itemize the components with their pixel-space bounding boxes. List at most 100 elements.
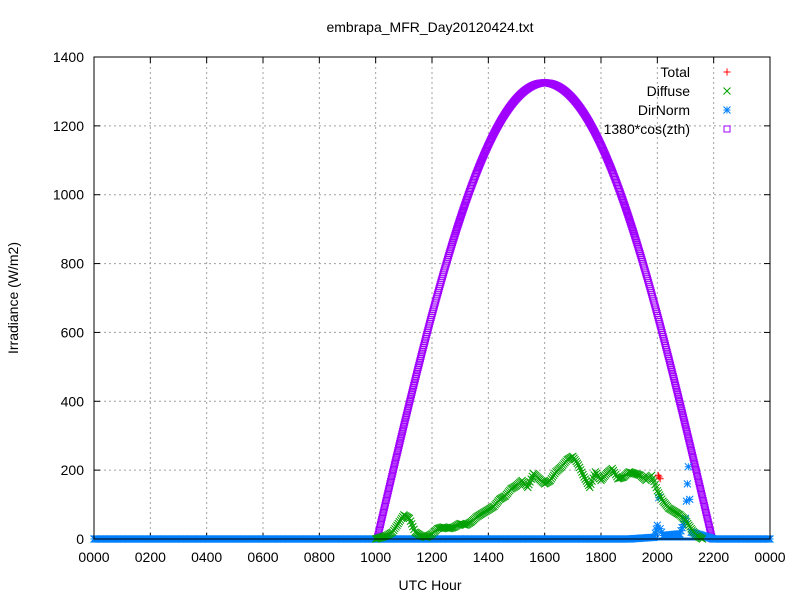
series-cos-zth-point [679,411,687,419]
series-cos-zth-point [667,363,675,371]
series-cos-zth-point [690,456,698,464]
series-diffuse-point [406,517,415,525]
series-cos-zth-point [674,393,682,401]
y-tick-label: 400 [61,393,85,409]
series-cos-zth-point [376,523,384,531]
series-cos-zth-point [413,370,421,378]
series-cos-zth-point [668,368,676,376]
series-cos-zth-point [670,375,678,383]
series-dirnorm-point [683,480,692,488]
series-cos-zth-point [683,430,691,438]
x-tick-label: 0800 [304,549,335,565]
series-cos-zth-point [628,224,636,232]
series-cos-zth-point [419,346,427,354]
x-tick-label: 0400 [191,549,222,565]
series-cos-zth-point [405,400,413,408]
series-diffuse-point [405,514,414,523]
series-cos-zth-point [662,341,670,349]
series-cos-zth-point [682,423,690,431]
y-tick-label: 1200 [53,118,84,134]
series-cos-zth-point [676,400,684,408]
series-cos-zth-point [403,407,411,415]
series-cos-zth-point [660,337,668,345]
series-cos-zth-point [693,470,701,478]
series-cos-zth-point [699,494,707,502]
series-cos-zth-point [398,428,406,436]
series-cos-zth-point [418,348,426,356]
series-diffuse-point [655,491,664,499]
series-cos-zth-point [416,355,424,363]
series-cos-zth-point [672,384,680,392]
y-tick-label: 0 [76,531,84,547]
series-cos-zth-point [663,346,671,354]
series-cos-zth-point [382,499,390,507]
x-tick-label: 0200 [135,549,166,565]
series-cos-zth-point [680,416,688,424]
series-cos-zth-point [450,235,458,243]
series-cos-zth-point [697,487,705,495]
series-cos-zth-point [383,492,391,500]
series-cos-zth-point [678,409,686,417]
series-cos-zth-point [402,414,410,422]
series-cos-zth-point [685,437,693,445]
series-cos-zth-point [385,482,393,490]
series-cos-zth-point [402,411,410,419]
series-dirnorm-point [678,523,686,532]
series-cos-zth-point [386,480,394,488]
series-cos-zth-point [379,509,387,517]
series-cos-zth-point [690,458,698,466]
series-cos-zth-point [699,497,707,505]
series-cos-zth-point [420,341,428,349]
series-total-point [655,473,663,481]
series-cos-zth-point [378,513,386,521]
series-cos-zth-point [382,497,390,505]
series-diffuse-point [408,522,417,531]
series-cos-zth-point [664,352,672,360]
series-cos-zth-point [418,350,426,358]
y-tick-label: 1000 [53,187,84,203]
series-cos-zth-point [694,475,702,483]
series-cos-zth-point [400,423,408,431]
plot-border [93,56,771,540]
series-cos-zth-point [416,357,424,365]
series-cos-zth-point [453,226,461,234]
series-cos-zth-point [383,494,391,502]
series-cos-zth-point [376,521,384,529]
series-cos-zth-point [704,518,712,526]
series-cos-zth-point [414,363,422,371]
series-cos-zth-point [675,395,683,403]
series-cos-zth-point [401,416,409,424]
series-cos-zth-point [704,516,712,524]
series-diffuse-point [609,466,618,475]
series-cos-zth-point [659,333,667,341]
series-cos-zth-point [395,442,403,450]
legend-label: Total [660,64,690,80]
series-cos-zth-point [406,397,414,405]
series-dirnorm-point [685,495,694,504]
series-cos-zth-point [448,240,456,248]
series-cos-zth-point [394,444,402,452]
series-dirnorm-point [677,526,685,535]
series-cos-zth-point [410,379,418,387]
series-cos-zth-point [399,425,407,433]
series-cos-zth-point [385,485,393,493]
series-cos-zth-point [672,381,680,389]
series-cos-zth-point [630,229,638,237]
series-cos-zth-point [686,439,694,447]
series-diffuse-point [582,477,591,486]
series-diffuse-point [576,465,585,474]
series-cos-zth-point [396,437,404,445]
series-cos-zth-point [412,372,420,380]
series-cos-zth-point [669,372,677,380]
series-cos-zth-point [629,226,637,234]
series-cos-zth-point [694,473,702,481]
series-cos-zth-point [660,335,668,343]
series-cos-zth-point [406,395,414,403]
legend-label: DirNorm [638,102,690,118]
x-tick-label: 0600 [247,549,278,565]
series-cos-zth-point [662,344,670,352]
series-diffuse-point [407,519,416,528]
series-cos-zth-point [405,402,413,410]
series-diffuse-point [657,495,666,503]
legend-marker [723,68,731,76]
